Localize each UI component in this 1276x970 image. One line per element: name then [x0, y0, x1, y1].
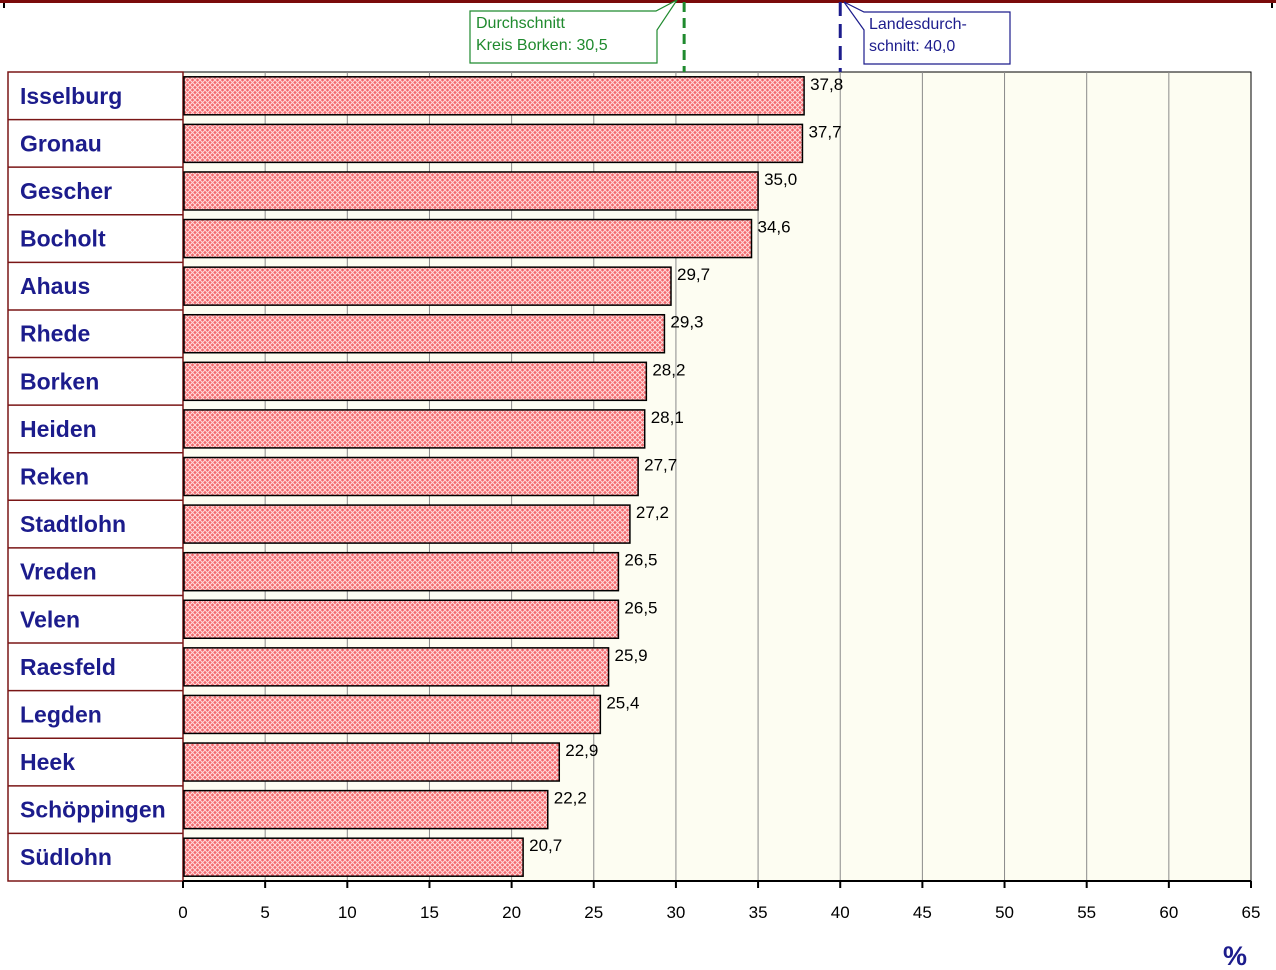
bar [183, 647, 610, 687]
x-tick-label: 10 [338, 903, 357, 922]
landes-average-callout [843, 1, 1011, 65]
kreis-average-callout-text: Kreis Borken: 30,5 [476, 37, 608, 54]
bar [183, 504, 631, 544]
category-label: Gescher [20, 178, 112, 204]
x-tick-label: 0 [178, 903, 187, 922]
category-label-frame [7, 71, 184, 882]
x-tick-label: 5 [260, 903, 269, 922]
value-label: 37,8 [810, 75, 843, 94]
category-label: Rhede [20, 321, 90, 347]
category-label: Gronau [20, 130, 102, 156]
x-tick-label: 55 [1077, 903, 1096, 922]
value-label: 25,9 [615, 646, 648, 665]
value-label: 28,2 [652, 360, 685, 379]
category-label: Schöppingen [20, 797, 166, 823]
bar [183, 694, 602, 735]
value-label: 22,9 [565, 741, 598, 760]
category-label: Bocholt [20, 226, 106, 252]
value-label: 27,2 [636, 503, 669, 522]
category-label: Heiden [20, 416, 97, 442]
x-tick-label: 25 [584, 903, 603, 922]
category-label: Ahaus [20, 273, 90, 299]
top-banner [0, 0, 1276, 8]
category-label: Stadtlohn [20, 511, 126, 537]
category-label: Borken [20, 368, 99, 394]
x-tick-label: 65 [1242, 903, 1261, 922]
category-label: Südlohn [20, 844, 112, 870]
value-label: 28,1 [651, 408, 684, 427]
value-labels: 37,8 37,7 35,0 34,6 29,7 29,3 28,2 28,1 27,7 27,2… [529, 75, 843, 855]
category-label: Vreden [20, 559, 97, 585]
x-tick-label: 45 [913, 903, 932, 922]
x-tick-label: 50 [995, 903, 1014, 922]
value-label: 25,4 [606, 693, 639, 712]
x-tick-label: 15 [420, 903, 439, 922]
x-axis-unit-label: % [1223, 941, 1247, 970]
x-tick-label: 20 [502, 903, 521, 922]
bar [183, 218, 753, 259]
category-label: Legden [20, 701, 102, 727]
category-label: Heek [20, 749, 75, 775]
category-labels: Isselburg Gronau Gescher Bocholt Ahaus Rhede B… [7, 71, 184, 882]
value-label: 26,5 [624, 551, 657, 570]
bar [183, 742, 561, 782]
bar [183, 171, 759, 211]
x-tick-label: 35 [749, 903, 768, 922]
bar [183, 123, 804, 164]
value-label: 29,7 [677, 265, 710, 284]
x-tick-label: 40 [831, 903, 850, 922]
category-label: Isselburg [20, 83, 122, 109]
kreis-average-callout [469, 0, 678, 64]
value-label: 35,0 [764, 170, 797, 189]
value-label: 34,6 [758, 218, 791, 237]
landes-average-callout-text: Landesdurch- [869, 16, 967, 33]
bar [183, 789, 549, 830]
bar [183, 837, 524, 877]
value-label: 29,3 [670, 313, 703, 332]
bar [183, 551, 620, 592]
bar [183, 599, 620, 640]
x-axis: 0 5 10 15 20 25 30 35 40 45 50 55 60 65 [178, 880, 1261, 922]
bar [183, 313, 666, 354]
x-tick-label: 60 [1159, 903, 1178, 922]
bar [183, 361, 648, 402]
bar [183, 76, 805, 116]
value-label: 26,5 [624, 598, 657, 617]
category-label: Reken [20, 464, 89, 490]
value-label: 37,7 [808, 122, 841, 141]
x-tick-label: 30 [666, 903, 685, 922]
bars [183, 76, 805, 877]
bar [183, 456, 639, 497]
value-label: 20,7 [529, 836, 562, 855]
bar [183, 266, 672, 306]
top-border [0, 0, 1276, 3]
category-label: Raesfeld [20, 654, 116, 680]
kreis-average-callout-text: Durchschnitt [476, 15, 565, 32]
reference-lines: Durchschnitt Kreis Borken: 30,5 Landesdurc… [469, 0, 1011, 72]
value-label: 22,2 [554, 789, 587, 808]
landes-average-callout-text: schnitt: 40,0 [869, 38, 955, 55]
category-label: Velen [20, 606, 80, 632]
value-label: 27,7 [644, 456, 677, 475]
bar [183, 409, 646, 449]
